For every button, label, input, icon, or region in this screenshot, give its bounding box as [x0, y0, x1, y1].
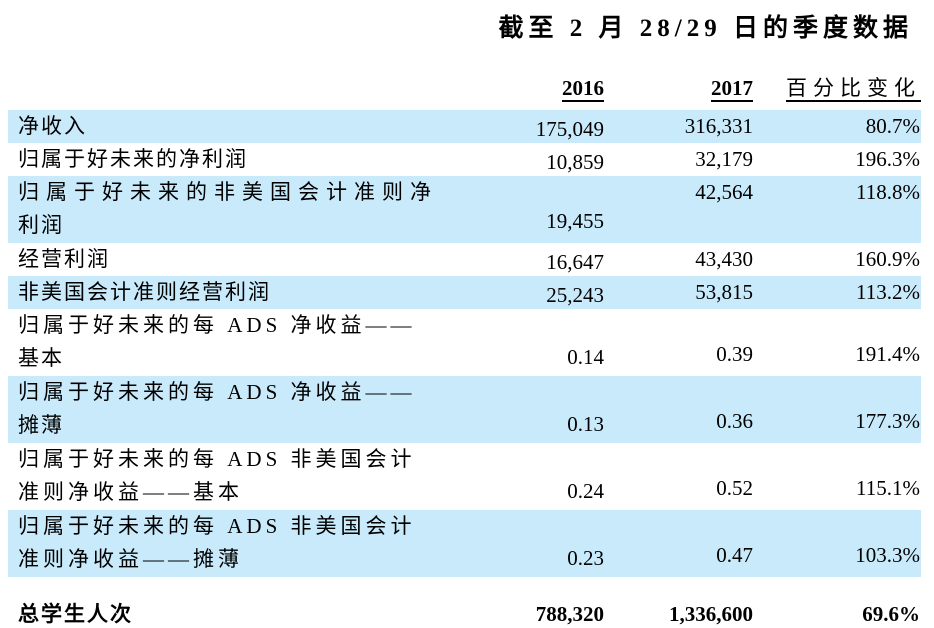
row-label: 总学生人次: [18, 602, 133, 626]
value-2017: 0.52: [716, 476, 753, 500]
value-2017: 0.36: [716, 409, 753, 433]
row-label: 净收入: [18, 114, 87, 138]
column-header-2016-text: 2016: [562, 77, 604, 102]
table-row: 归属于好未来的每 ADS 非美国会计 准则净收益——基本 0.24 0.52 1…: [8, 443, 921, 510]
value-2016: 16,647: [546, 250, 604, 274]
value-pct-change: 103.3%: [855, 543, 920, 567]
value-2017: 0.47: [716, 543, 753, 567]
value-2016: 25,243: [546, 283, 604, 307]
header-row: 2016 2017 百分比变化: [8, 72, 921, 110]
value-2016: 0.24: [567, 479, 604, 503]
quarterly-data-table: 2016 2017 百分比变化 净收入 175,049 316,331 80.7…: [8, 72, 921, 628]
row-label: 经营利润: [18, 247, 110, 271]
value-pct-change: 69.6%: [862, 602, 920, 626]
value-2017: 32,179: [695, 147, 753, 171]
table-row: 归属于好未来的每 ADS 净收益—— 摊薄 0.13 0.36 177.3%: [8, 376, 921, 443]
value-2017: 53,815: [695, 280, 753, 304]
value-pct-change: 196.3%: [855, 147, 920, 171]
value-2016: 19,455: [546, 209, 604, 233]
value-2016: 175,049: [535, 117, 604, 141]
value-pct-change: 113.2%: [856, 280, 920, 304]
column-header-2017: 2017: [604, 72, 753, 110]
column-header-pct-change: 百分比变化: [753, 72, 921, 110]
spacer-row: [8, 577, 921, 599]
table-row: 归属于好未来的非美国会计准则净 利润 19,455 42,564 118.8%: [8, 176, 921, 243]
column-header-pct-change-text: 百分比变化: [786, 77, 921, 102]
row-label: 归属于好未来的每 ADS 非美国会计 准则净收益——摊薄: [18, 514, 416, 571]
value-2017: 42,564: [695, 180, 753, 204]
value-2017: 1,336,600: [669, 602, 753, 626]
row-label: 归属于好未来的每 ADS 净收益—— 基本: [18, 313, 416, 370]
row-label: 归属于好未来的净利润: [18, 147, 248, 171]
value-pct-change: 118.8%: [856, 180, 920, 204]
table-row: 非美国会计准则经营利润 25,243 53,815 113.2%: [8, 276, 921, 309]
report-title: 截至 2 月 28/29 日的季度数据: [498, 15, 913, 42]
row-label: 非美国会计准则经营利润: [18, 280, 271, 304]
value-2016: 788,320: [535, 602, 604, 626]
row-label: 归属于好未来的每 ADS 非美国会计 准则净收益——基本: [18, 447, 416, 504]
value-2016: 10,859: [546, 150, 604, 174]
value-2017: 0.39: [716, 342, 753, 366]
column-header-2016: 2016: [454, 72, 604, 110]
header-label-spacer: [8, 72, 454, 110]
value-2016: 0.13: [567, 412, 604, 436]
value-pct-change: 80.7%: [865, 114, 920, 138]
table-row: 经营利润 16,647 43,430 160.9%: [8, 243, 921, 276]
table-row: 总学生人次 788,320 1,336,600 69.6%: [8, 599, 921, 628]
table-row: 归属于好未来的每 ADS 净收益—— 基本 0.14 0.39 191.4%: [8, 309, 921, 376]
table-row: 净收入 175,049 316,331 80.7%: [8, 110, 921, 143]
table-row: 归属于好未来的净利润 10,859 32,179 196.3%: [8, 143, 921, 176]
value-2017: 43,430: [695, 247, 753, 271]
table-row: 归属于好未来的每 ADS 非美国会计 准则净收益——摊薄 0.23 0.47 1…: [8, 510, 921, 577]
value-pct-change: 177.3%: [855, 409, 920, 433]
value-2016: 0.14: [567, 345, 604, 369]
row-label: 归属于好未来的每 ADS 净收益—— 摊薄: [18, 380, 416, 437]
value-pct-change: 191.4%: [855, 342, 920, 366]
value-2017: 316,331: [684, 114, 753, 138]
value-pct-change: 115.1%: [856, 476, 920, 500]
column-header-2017-text: 2017: [711, 77, 753, 102]
value-pct-change: 160.9%: [855, 247, 920, 271]
row-label: 归属于好未来的非美国会计准则净 利润: [18, 180, 438, 237]
value-2016: 0.23: [567, 546, 604, 570]
